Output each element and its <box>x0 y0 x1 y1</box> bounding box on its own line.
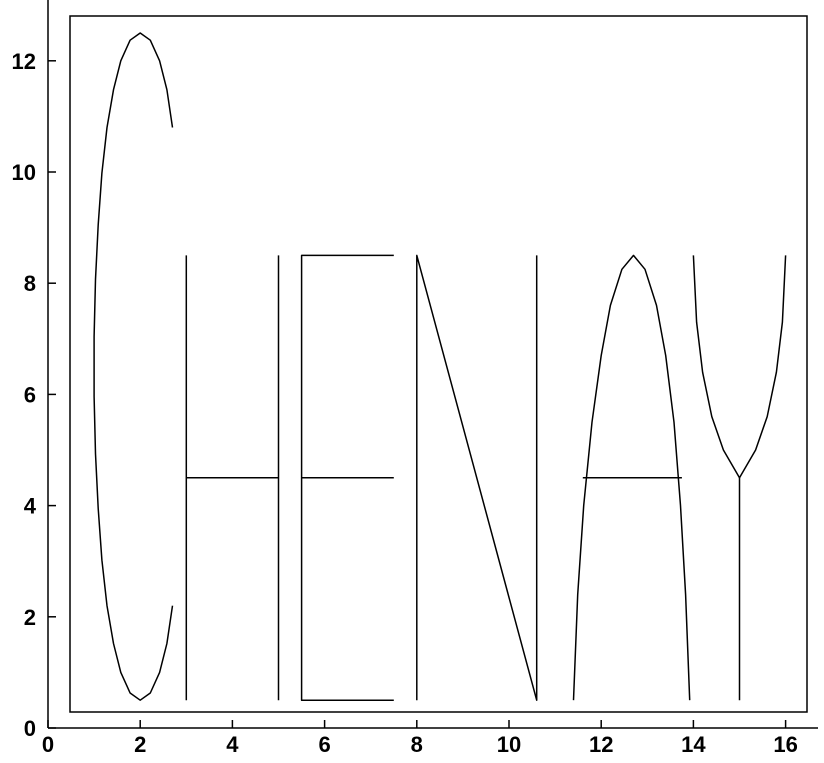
y-tick-label: 6 <box>24 382 36 407</box>
x-tick-label: 0 <box>42 732 54 757</box>
x-tick-label: 16 <box>773 732 797 757</box>
x-tick-label: 14 <box>681 732 706 757</box>
data-series <box>93 32 787 701</box>
x-tick-label: 12 <box>589 732 613 757</box>
y-tick-label: 8 <box>24 271 36 296</box>
y-tick-label: 12 <box>12 49 36 74</box>
x-tick-label: 10 <box>497 732 521 757</box>
x-tick-label: 8 <box>411 732 423 757</box>
plot-frame <box>69 15 808 713</box>
x-tick-label: 4 <box>226 732 239 757</box>
series-line-10 <box>692 255 787 479</box>
y-tick-label: 10 <box>12 160 36 185</box>
series-line-7 <box>416 254 538 701</box>
x-tick-label: 2 <box>134 732 146 757</box>
y-axis-ticks: 0 2 4 6 8 10 12 <box>12 49 56 741</box>
series-line-1 <box>93 32 174 701</box>
y-tick-label: 4 <box>24 494 37 519</box>
x-tick-label: 6 <box>318 732 330 757</box>
y-tick-label: 2 <box>24 605 36 630</box>
y-tick-label: 0 <box>24 716 36 741</box>
x-axis-ticks: 0 2 4 6 8 10 12 14 16 <box>42 720 798 757</box>
